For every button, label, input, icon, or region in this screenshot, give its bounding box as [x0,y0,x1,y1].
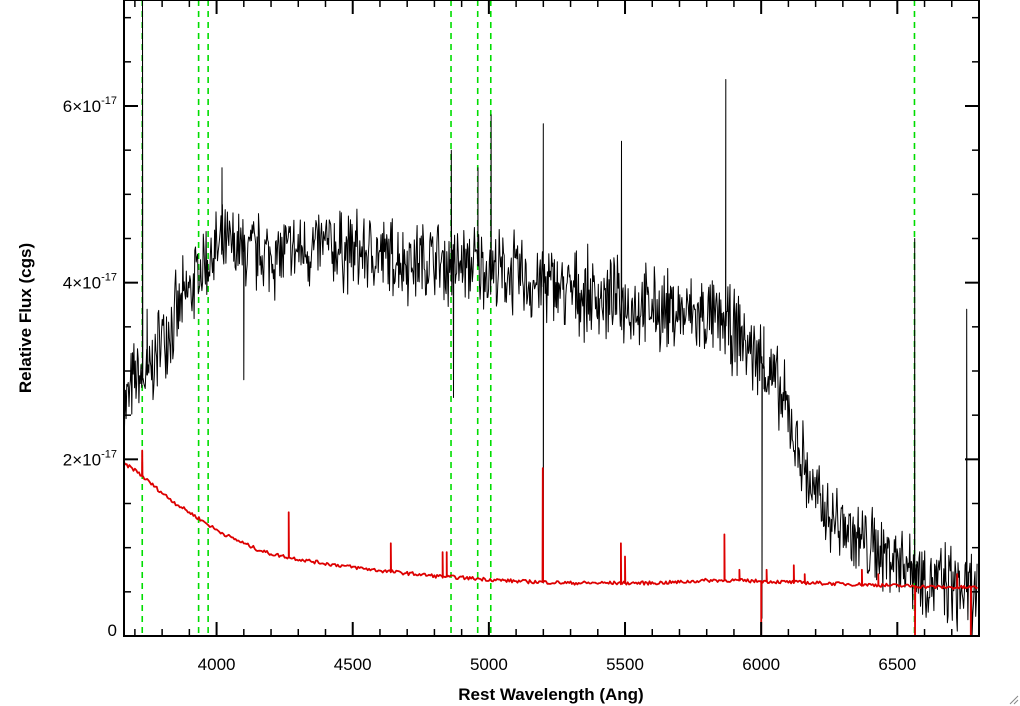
y-tick-label: 2×10-17 [63,448,117,469]
y-tick-label: 4×10-17 [63,272,117,293]
y-axis-ticks: 0 2×10-17 4×10-17 6×10-17 [63,95,979,640]
minor-ticks [124,0,980,636]
x-axis-title: Rest Wavelength (Ang) [458,685,643,704]
x-axis-ticks: 4000 4500 5000 5500 6000 6500 [198,0,916,674]
y-tick-label: 6×10-17 [63,95,117,116]
x-tick-label: 6500 [878,655,916,674]
spectrum-line [123,0,978,637]
x-tick-label: 5000 [470,655,508,674]
plot-frame [123,0,980,637]
series-layer [123,0,979,637]
resize-grip-icon [1009,695,1019,705]
x-tick-label: 6000 [742,655,780,674]
x-tick-label: 4500 [334,655,372,674]
y-tick-label: 0 [108,621,117,640]
x-tick-label: 4000 [198,655,236,674]
x-tick-label: 5500 [606,655,644,674]
y-axis-title: Relative Flux (cgs) [16,243,35,393]
model-line [123,449,979,637]
